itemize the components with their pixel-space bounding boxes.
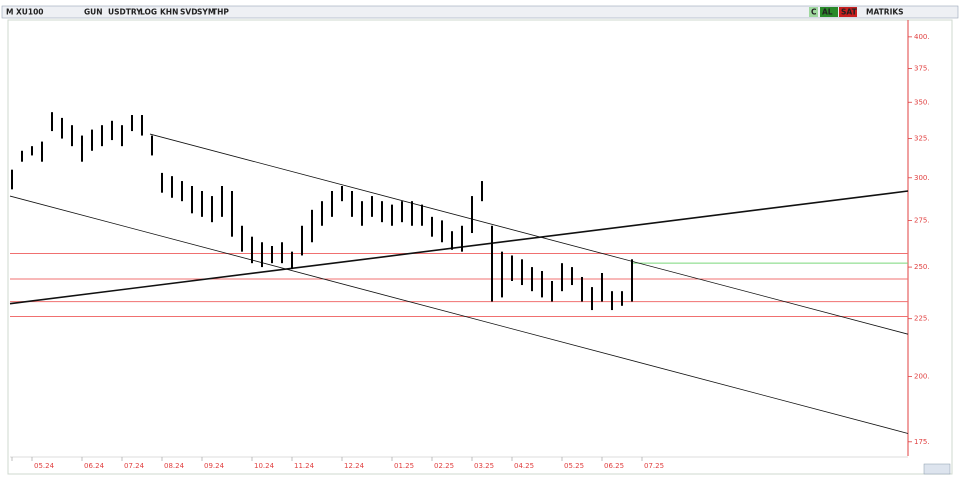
x-tick-label: 10.24 [254,462,275,470]
x-tick-label: 07.24 [124,462,145,470]
x-tick-label: 09.24 [204,462,225,470]
toolbar-button[interactable]: SVD [180,8,197,17]
x-tick-label: 04.25 [514,462,534,470]
toolbar-button[interactable]: M [6,8,13,17]
toolbar-button[interactable]: THP [212,8,229,17]
trend-line [9,195,909,434]
toolbar-button[interactable]: C [811,8,817,17]
toolbar-button[interactable]: USDTRY [108,8,142,17]
trend-line [9,190,909,305]
toolbar-button-bg [820,7,838,17]
toolbar-button[interactable]: AL [822,8,833,17]
x-tick-label: 05.24 [34,462,55,470]
plot-frame [7,19,953,475]
toolbar-button[interactable]: GUN [84,8,103,17]
x-tick-label: 01.25 [394,462,414,470]
x-tick-label: 03.25 [474,462,494,470]
y-tick-label: 300. [914,174,930,182]
toolbar-button[interactable]: SYM [197,8,215,17]
y-tick-label: 325. [914,135,930,143]
toolbar-button[interactable]: KHN [160,8,178,17]
toolbar-button-bg [839,7,857,17]
y-tick-label: 225. [914,315,930,323]
toolbar-button[interactable]: MATRIKS [866,8,904,17]
toolbar-button[interactable]: XU100 [16,8,44,17]
y-tick-label: 275. [914,216,930,224]
x-tick-label: 11.24 [294,462,315,470]
toolbar-button[interactable]: SAT [841,8,858,17]
toolbar [1,5,959,19]
x-tick-label: 02.25 [434,462,454,470]
y-tick-label: 200. [914,372,930,380]
x-tick-label: 05.25 [564,462,584,470]
y-tick-label: 375. [914,64,930,72]
x-tick-label: 07.25 [644,462,664,470]
x-tick-label: 12.24 [344,462,365,470]
y-tick-label: 400. [914,33,930,41]
y-tick-label: 175. [914,438,930,446]
y-tick-label: 350. [914,98,930,106]
x-tick-label: 06.24 [84,462,105,470]
zoom-controls[interactable] [923,463,951,475]
x-tick-label: 08.24 [164,462,185,470]
toolbar-button-bg [809,7,818,17]
x-tick-label: 06.25 [604,462,624,470]
trend-line [149,133,909,335]
toolbar-button[interactable]: LOG [140,8,157,17]
y-tick-label: 250. [914,263,930,271]
